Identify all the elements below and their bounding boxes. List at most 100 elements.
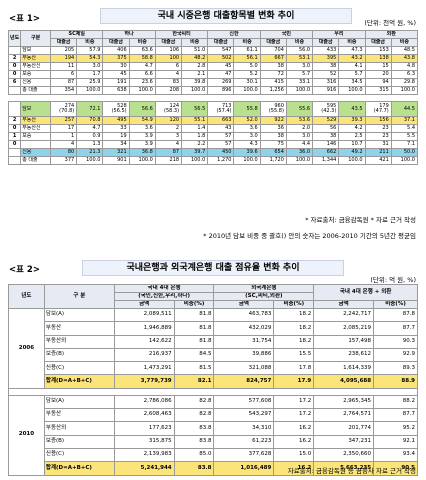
amount-cell: 1,946,889 [113, 321, 175, 336]
header-share: 비중 [338, 38, 366, 47]
amount-cell: 11 [49, 62, 78, 71]
share-cell: 81.5 [173, 361, 215, 376]
share-value: 179 [379, 103, 389, 109]
table-row: 0 보증 6 1.7 45 6.6 4 2.1 47 5.2 72 5.7 52 5.7 20 6.3 [7, 70, 419, 79]
share-cell: 3.0 [76, 62, 104, 71]
avg-share-value: (56.5) [111, 108, 127, 114]
share-cell: 57.9 [76, 46, 104, 55]
table-row: 담보 274 (70.8) 72.1 528 (56.5) 56.6 124 (58.3) 56.… [7, 101, 419, 117]
year-cell [7, 86, 22, 95]
year-cell: 0 [7, 140, 22, 149]
amount-cell: 502 [207, 54, 235, 63]
amount-cell: 194 [49, 54, 78, 63]
amount-cell: 19 [102, 132, 130, 141]
share-cell: 1.4 [181, 124, 209, 133]
avg-share-value: (58.3) [164, 108, 180, 114]
share-cell: 3.0 [233, 132, 261, 141]
table-row: 0 부동산신 17 4.7 33 3.6 2 1.4 43 3.6 36 2.0 56 4.2 23 5.4 [7, 124, 419, 133]
amount-cell: 34 [102, 140, 130, 149]
amount-cell: 106 [154, 46, 183, 55]
share-cell: 61.1 [233, 46, 261, 55]
header-category: 구 분 [43, 284, 115, 309]
table2-gap [8, 387, 418, 396]
header-share: 비중 [233, 38, 261, 47]
share-cell: 5.7 [338, 70, 366, 79]
share-cell: 92.1 [373, 434, 418, 449]
amount-cell: 45 [207, 62, 235, 71]
amount-cell: 238,612 [313, 347, 375, 363]
amount-cell: 38 [259, 62, 287, 71]
table1-subheader-row: 대출금 비중 대출금 비중 대출금 비중 대출금 비중 대출금 비중 대출금 비중 대출금 비중 [9, 38, 419, 47]
amount-cell: 100 [154, 54, 183, 63]
year-cell: 1 [7, 132, 22, 141]
category-cell: 보증 [20, 70, 51, 79]
amount-cell: 23 [364, 124, 392, 133]
amount-cell: 208 [154, 86, 183, 95]
amount-cell: 72 [259, 70, 287, 79]
amount-cell: 432,029 [213, 321, 275, 336]
share-cell: 36.0 [285, 148, 314, 157]
share-cell: 84.5 [173, 347, 215, 363]
share-cell: 87.8 [373, 307, 418, 323]
share-value: 528 [117, 103, 127, 109]
share-cell: 23.6 [128, 78, 156, 87]
table-row: 담보 205 57.9 406 63.6 106 51.0 547 61.1 704 56.0 433… [7, 46, 419, 55]
amount-cell: 315 [364, 86, 392, 95]
share-cell: 53.6 [285, 116, 314, 125]
category-cell: 부동산 [20, 54, 51, 63]
amount-cell: 2,139,983 [113, 447, 175, 463]
category-cell: 부동산신 [20, 62, 51, 71]
amount-cell: 34,310 [213, 421, 275, 436]
amount-cell: 4 [49, 140, 78, 149]
amount-cell: 595 (42.3) [312, 101, 340, 117]
amount-cell: 375 [102, 54, 130, 63]
share-cell: 55.1 [181, 116, 209, 125]
amount-cell: 347,231 [313, 434, 375, 449]
share-cell: 2.5 [338, 132, 366, 141]
amount-cell: 31 [364, 140, 392, 149]
category-cell: 담보(A) [43, 394, 115, 410]
category-cell: 총 대출 [20, 86, 51, 95]
share-cell: 85.0 [173, 447, 215, 463]
year-cell: 0 [7, 62, 22, 71]
share-cell: 83.8 [173, 421, 215, 436]
amount-cell: 916 [312, 86, 340, 95]
share-cell: 6.6 [128, 70, 156, 79]
share-cell: 81.8 [173, 334, 215, 349]
share-cell: 44.5 [390, 101, 419, 117]
amount-cell: 153 [364, 46, 392, 55]
share-cell: 15.0 [273, 447, 315, 463]
share-cell: 83.8 [173, 461, 215, 476]
share-cell: 2.8 [181, 62, 209, 71]
header-bank-6: 외환 [364, 30, 419, 39]
amount-cell: 3 [154, 132, 183, 141]
table2-source: 자료출처: 금융감독원 등 금융사 자료 근거 작성 [287, 467, 416, 475]
amount-cell: 87 [154, 148, 183, 157]
year-cell: 2010 [8, 394, 45, 476]
share-cell: 43.2 [338, 54, 366, 63]
table1-gap [8, 94, 418, 102]
share-cell: 43.8 [390, 54, 419, 63]
amount-cell: 156 [364, 116, 392, 125]
share-cell: 87.7 [373, 408, 418, 423]
amount-cell: 216,937 [113, 347, 175, 363]
share-cell: 16.2 [273, 461, 315, 476]
header-share: 비중 [390, 38, 419, 47]
amount-cell: 2,242,717 [313, 307, 375, 323]
share-cell: 7.1 [390, 140, 419, 149]
share-cell: 100.0 [233, 156, 261, 165]
table1-unit: (단위: 천억 원, %) [364, 19, 416, 27]
category-cell: 담보 [20, 101, 51, 117]
share-cell: 1.8 [181, 132, 209, 141]
amount-cell: 157,498 [313, 334, 375, 349]
share-value: 960 [274, 103, 284, 109]
header-amount: 대출금 [259, 38, 287, 47]
share-cell: 82.8 [173, 394, 215, 410]
amount-cell: 547 [207, 46, 235, 55]
table-row: 2 부동산 257 70.8 495 54.9 120 55.1 663 52.0 922 53.6 5… [7, 116, 419, 125]
table1-title: 국내 시중은행 대출항목별 변화 추이 [100, 8, 352, 24]
share-cell: 72.1 [76, 101, 104, 117]
share-cell: 17.9 [273, 374, 315, 389]
share-cell: 55.6 [285, 101, 314, 117]
share-cell: 88.9 [373, 374, 418, 389]
